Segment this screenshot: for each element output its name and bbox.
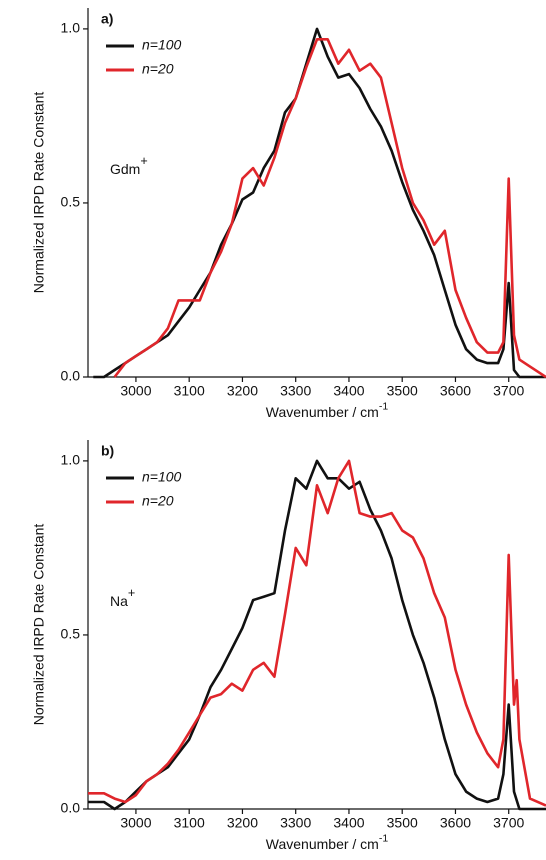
x-tick-label: 3600 <box>440 815 471 831</box>
x-axis-title-sup: -1 <box>379 400 388 412</box>
y-tick-label: 0.5 <box>61 626 81 642</box>
x-tick-label: 3600 <box>440 383 471 399</box>
x-axis-title-text: Wavenumber / cm <box>266 404 379 420</box>
y-tick-label: 1.0 <box>61 20 81 36</box>
x-axis-title: Wavenumber / cm-1 <box>266 832 389 852</box>
x-tick-label: 3100 <box>174 815 205 831</box>
x-tick-label: 3200 <box>227 815 258 831</box>
y-axis-title: Normalized IRPD Rate Constant <box>31 524 47 726</box>
panel-label: a) <box>101 11 113 27</box>
x-tick-label: 3500 <box>387 383 418 399</box>
series-line <box>113 38 546 379</box>
y-tick-label: 0.0 <box>61 368 81 384</box>
y-tick-label: 0.5 <box>61 194 81 210</box>
annotation: Na+ <box>110 586 135 608</box>
series-line <box>88 459 546 811</box>
x-axis-title: Wavenumber / cm-1 <box>266 400 389 420</box>
legend-label: n=100 <box>142 469 182 485</box>
annotation: Gdm+ <box>110 154 148 176</box>
x-tick-label: 3200 <box>227 383 258 399</box>
series-line <box>88 459 546 807</box>
legend-label: n=20 <box>142 61 174 77</box>
x-tick-label: 3400 <box>333 815 364 831</box>
y-tick-label: 0.0 <box>61 800 81 816</box>
x-tick-label: 3700 <box>493 815 524 831</box>
y-tick-label: 1.0 <box>61 452 81 468</box>
x-tick-label: 3400 <box>333 383 364 399</box>
panel-label: b) <box>101 443 114 459</box>
x-axis-title-text: Wavenumber / cm <box>266 836 379 852</box>
y-axis-title: Normalized IRPD Rate Constant <box>31 92 47 294</box>
x-tick-label: 3100 <box>174 383 205 399</box>
x-tick-label: 3000 <box>120 815 151 831</box>
x-tick-label: 3300 <box>280 383 311 399</box>
x-tick-label: 3500 <box>387 815 418 831</box>
x-tick-label: 3000 <box>120 383 151 399</box>
annotation-text: Na <box>110 593 128 609</box>
annotation-sup: + <box>140 154 147 168</box>
annotation-sup: + <box>128 586 135 600</box>
annotation-text: Gdm <box>110 161 140 177</box>
legend-label: n=20 <box>142 493 174 509</box>
x-tick-label: 3700 <box>493 383 524 399</box>
x-axis-title-sup: -1 <box>379 832 388 844</box>
x-tick-label: 3300 <box>280 815 311 831</box>
series-line <box>93 27 546 379</box>
legend-label: n=100 <box>142 37 182 53</box>
